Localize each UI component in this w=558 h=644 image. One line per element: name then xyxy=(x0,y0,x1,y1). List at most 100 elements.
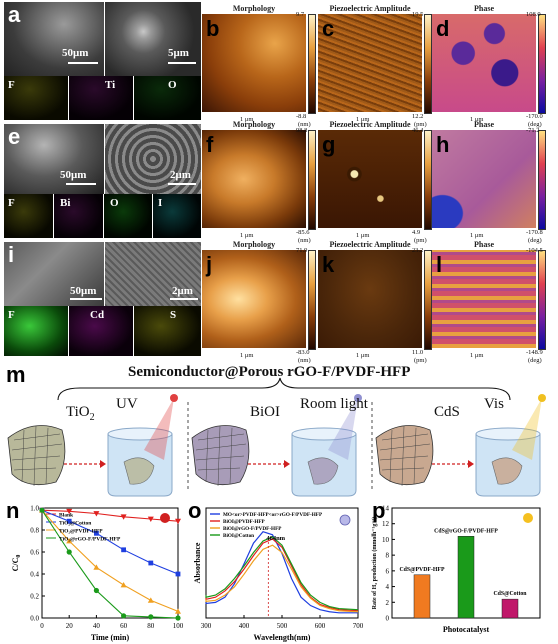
bar-label: CdS@rGO-F/PVDF-HFP xyxy=(434,528,498,534)
panel-label-e: e xyxy=(8,124,21,149)
color-bar-min: 11.0 xyxy=(412,349,424,356)
light-label: Room light xyxy=(300,396,368,412)
data-point xyxy=(148,614,154,620)
x-axis-label: Photocatalyst xyxy=(443,625,490,634)
color-bar-min: -170.8 xyxy=(526,229,543,236)
afm-image xyxy=(202,130,306,228)
afm-scale: 1 μm xyxy=(240,232,254,239)
arrow-head xyxy=(100,460,106,468)
panel-label: d xyxy=(436,16,450,41)
x-tick-label: 500 xyxy=(277,622,288,630)
panel-label: f xyxy=(206,132,214,157)
scale-bar-a-right xyxy=(168,62,196,64)
immersed-fabric xyxy=(307,457,339,485)
afm-title: Piezoelectric Amplitude xyxy=(329,120,411,129)
color-bar-max: 9.7 xyxy=(296,11,305,18)
data-point xyxy=(66,549,72,555)
color-bar-max: 108.0 xyxy=(526,11,541,18)
data-point xyxy=(121,613,127,619)
afm-title: Piezoelectric Amplitude xyxy=(329,240,411,249)
data-point xyxy=(120,514,127,520)
afm-image xyxy=(432,130,536,228)
fabric-mesh xyxy=(11,425,63,487)
series-line xyxy=(41,509,179,619)
color-bar-min: -148.9 xyxy=(526,349,543,356)
bar-label: CdS@Cotton xyxy=(493,591,527,597)
y-tick-label: 8 xyxy=(386,552,390,560)
row-3: i 50μm 2μm F Cd S xyxy=(4,242,201,356)
eds-map-f-3 xyxy=(4,306,68,356)
bar xyxy=(501,598,519,619)
schematic-header: Semiconductor@Porous rGO-F/PVDF-HFP xyxy=(128,364,411,380)
color-bar xyxy=(538,130,546,230)
color-bar xyxy=(424,250,432,350)
data-point xyxy=(175,518,181,525)
light-source-icon xyxy=(538,394,546,402)
data-point xyxy=(175,615,181,621)
y-tick-label: 1.0 xyxy=(30,505,39,513)
bar-label: CdS@PVDF-HFP xyxy=(399,567,444,573)
color-bar xyxy=(538,14,546,114)
scale-bar-a-left xyxy=(68,62,98,64)
eds-map-o-2 xyxy=(104,194,152,238)
panel-label: b xyxy=(206,16,220,41)
series-line xyxy=(41,509,179,612)
eds-map-f-1 xyxy=(4,76,68,120)
x-tick-label: 20 xyxy=(66,622,74,630)
color-bar xyxy=(308,250,316,350)
color-bar-unit: (nm) xyxy=(298,357,311,364)
afm-image xyxy=(202,250,306,348)
color-bar xyxy=(424,14,432,114)
y-axis-label: Rate of H₂ production (mmolh⁻¹g⁻¹) xyxy=(371,517,378,610)
plot-frame-n xyxy=(41,507,179,619)
x-axis-label: Wavelength(nm) xyxy=(254,633,311,642)
y-tick-label: 4 xyxy=(386,583,390,591)
color-bar-min: -85.6 xyxy=(296,229,310,236)
legend-entry: TiO₂@PVDF-HFP xyxy=(59,529,103,535)
light-beam xyxy=(144,398,174,460)
eds-map-ti xyxy=(69,76,133,120)
afm-title: Phase xyxy=(474,240,494,249)
eds-map-bi xyxy=(54,194,103,238)
row-1: a 50μm 5μm F Ti O xyxy=(0,0,558,120)
eds-map-s xyxy=(134,306,201,356)
color-bar xyxy=(308,130,316,230)
y-tick-label: 0.8 xyxy=(30,527,39,535)
afm-scale: 1 μm xyxy=(470,352,484,359)
arrow-head xyxy=(284,460,290,468)
light-label: UV xyxy=(116,396,138,412)
color-bar-unit: (nm) xyxy=(298,237,311,244)
eds-label: O xyxy=(110,197,119,209)
panel-label-i: i xyxy=(8,242,15,267)
afm-scale: 1 μm xyxy=(470,116,484,123)
scale-text-e-right: 2μm xyxy=(170,169,191,181)
data-point xyxy=(147,516,154,522)
eds-label: Ti xyxy=(105,79,116,91)
y-tick-label: 0 xyxy=(386,615,390,623)
afm-title: Morphology xyxy=(232,240,276,249)
afm-image xyxy=(318,130,422,228)
x-tick-label: 0 xyxy=(40,622,44,630)
eds-map-o-1 xyxy=(134,76,201,120)
scale-text-i-right: 2μm xyxy=(172,285,193,297)
afm-title: Phase xyxy=(474,120,494,129)
color-bar xyxy=(538,250,546,350)
series-line xyxy=(205,544,359,613)
afm-image xyxy=(202,14,306,112)
y-tick-label: 14 xyxy=(382,505,390,513)
color-bar-unit: (deg) xyxy=(528,237,542,244)
scale-text-a-left: 50μm xyxy=(62,47,89,59)
y-tick-label: 0.6 xyxy=(30,549,39,557)
data-point xyxy=(175,608,181,614)
series-line xyxy=(205,538,359,612)
afm-scale: 1 μm xyxy=(470,232,484,239)
eds-map-f-2 xyxy=(4,194,53,238)
sem-image-i-left xyxy=(4,242,104,306)
color-bar-min: -8.8 xyxy=(296,113,307,120)
scale-bar-i-left xyxy=(70,298,102,300)
color-bar-min: -170.0 xyxy=(526,113,543,120)
x-tick-label: 100 xyxy=(173,622,184,630)
material-label: TiO2 xyxy=(66,404,95,423)
x-tick-label: 60 xyxy=(120,622,128,630)
color-bar-max: -104.5 xyxy=(526,247,543,254)
